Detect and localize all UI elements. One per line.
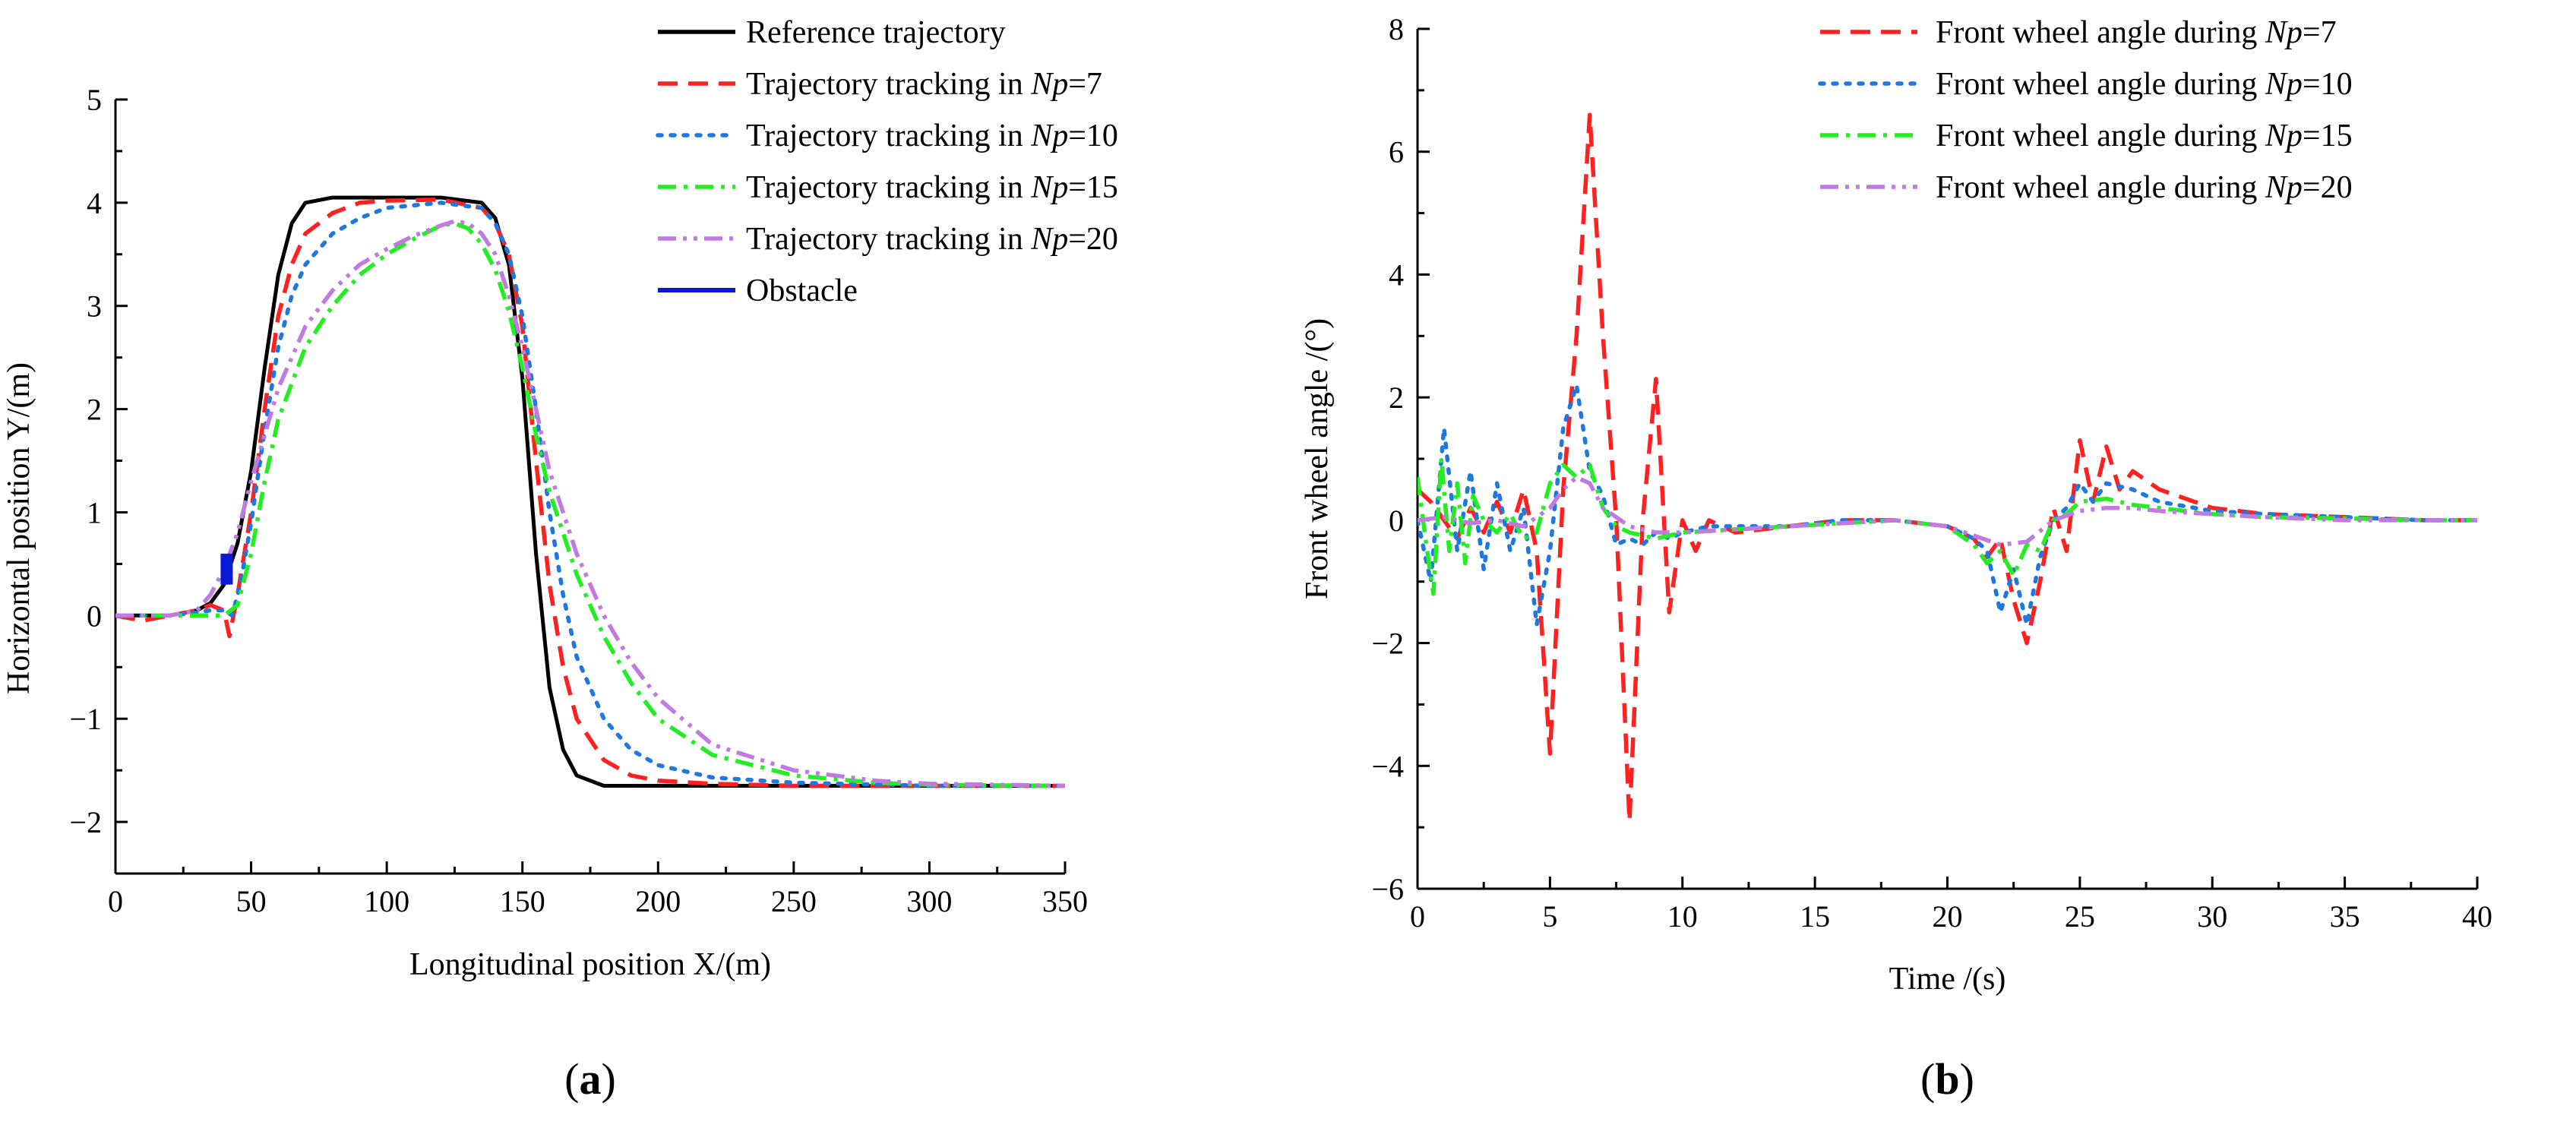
y-axis-label: Front wheel angle /(°) <box>1300 318 1335 599</box>
y-tick-label: 6 <box>1389 135 1404 169</box>
x-tick-label: 350 <box>1042 884 1088 918</box>
y-tick-label: 2 <box>1389 381 1404 415</box>
y-tick-label: 8 <box>1389 12 1404 46</box>
x-tick-label: 35 <box>2330 899 2360 934</box>
x-tick-label: 5 <box>1542 899 1557 934</box>
y-tick-label: 4 <box>87 186 102 220</box>
y-tick-label: −2 <box>1371 627 1404 661</box>
x-tick-label: 200 <box>635 884 681 918</box>
y-tick-label: −2 <box>69 805 102 839</box>
x-tick-label: 150 <box>500 884 545 918</box>
legend-label: Trajectory tracking in Np=10 <box>746 118 1118 153</box>
x-axis-label: Time /(s) <box>1889 962 2006 997</box>
legend-label: Reference trajectory <box>746 15 1006 50</box>
x-tick-label: 0 <box>1410 899 1425 934</box>
y-axis-label: Horizontal position Y/(m) <box>2 362 36 694</box>
legend-label: Trajectory tracking in Np=7 <box>746 67 1102 102</box>
legend-label: Front wheel angle during Np=20 <box>1936 170 2353 205</box>
x-tick-label: 0 <box>108 884 123 918</box>
series-line-0 <box>1418 112 2477 823</box>
panel-label: (b) <box>1920 1054 1974 1104</box>
y-tick-label: 4 <box>1389 258 1404 292</box>
series-line-1 <box>1418 383 2477 627</box>
legend-label: Front wheel angle during Np=10 <box>1936 67 2353 102</box>
series-line-4 <box>115 219 1065 788</box>
legend-label: Front wheel angle during Np=15 <box>1936 118 2353 153</box>
x-tick-label: 300 <box>906 884 952 918</box>
series-line-1 <box>115 197 1065 788</box>
x-tick-label: 10 <box>1667 899 1698 934</box>
x-tick-label: 15 <box>1800 899 1830 934</box>
y-tick-label: 0 <box>1389 504 1404 538</box>
legend-label: Obstacle <box>746 273 858 308</box>
y-tick-label: −6 <box>1371 872 1404 906</box>
y-tick-label: −1 <box>69 702 102 736</box>
x-tick-label: 30 <box>2197 899 2227 934</box>
x-tick-label: 25 <box>2065 899 2095 934</box>
y-tick-label: −4 <box>1371 749 1404 783</box>
x-tick-label: 20 <box>1933 899 1963 934</box>
x-axis-label: Longitudinal position X/(m) <box>409 947 771 982</box>
y-tick-label: 3 <box>87 289 102 324</box>
x-tick-label: 40 <box>2462 899 2492 934</box>
series-line-2 <box>115 201 1065 788</box>
legend-label: Trajectory tracking in Np=15 <box>746 170 1118 205</box>
series-line-0 <box>115 195 1065 788</box>
chart-b: 0 5 10 15 20 25 30 35 40 −6 −4 −2 0 2 4 6 8 Time /(s) Fron… <box>1300 12 2492 1104</box>
panel-label: (a) <box>564 1054 616 1104</box>
legend-label: Trajectory tracking in Np=20 <box>746 222 1118 257</box>
y-tick-label: 2 <box>87 393 102 427</box>
series-line-3 <box>115 221 1065 788</box>
x-tick-label: 250 <box>771 884 817 918</box>
y-tick-label: 0 <box>87 599 102 633</box>
series-line-3 <box>1418 475 2477 547</box>
legend-label: Front wheel angle during Np=7 <box>1936 15 2337 50</box>
chart-a: 0 50 100 150 200 250 300 350 −2 −1 0 1 2 3 4 5 Longitudi… <box>2 15 1118 1104</box>
x-tick-label: 50 <box>236 884 267 918</box>
x-tick-label: 100 <box>364 884 409 918</box>
y-tick-label: 1 <box>87 495 102 529</box>
y-tick-label: 5 <box>87 83 102 117</box>
